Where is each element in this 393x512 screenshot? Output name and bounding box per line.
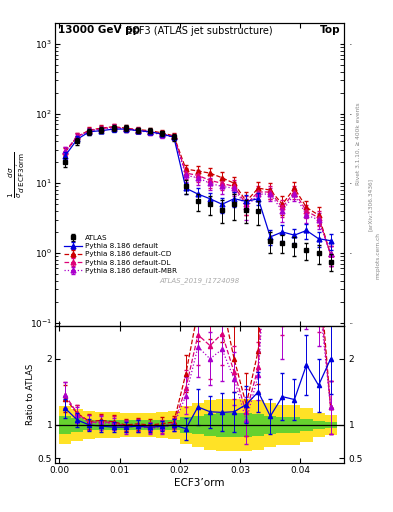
Text: 13000 GeV pp: 13000 GeV pp bbox=[58, 25, 140, 34]
Text: Rivet 3.1.10, ≥ 400k events: Rivet 3.1.10, ≥ 400k events bbox=[356, 102, 361, 185]
Y-axis label: Ratio to ATLAS: Ratio to ATLAS bbox=[26, 364, 35, 425]
X-axis label: ECF3’orm: ECF3’orm bbox=[174, 478, 225, 488]
Text: Top: Top bbox=[320, 25, 341, 34]
Text: mcplots.cern.ch: mcplots.cern.ch bbox=[375, 232, 380, 280]
Legend: ATLAS, Pythia 8.186 default, Pythia 8.186 default-CD, Pythia 8.186 default-DL, P: ATLAS, Pythia 8.186 default, Pythia 8.18… bbox=[62, 232, 180, 277]
Y-axis label: $\frac{1}{\sigma}\frac{d\sigma}{d\,\mathrm{ECF3\'orm}}$: $\frac{1}{\sigma}\frac{d\sigma}{d\,\math… bbox=[7, 151, 27, 198]
Text: ATLAS_2019_I1724098: ATLAS_2019_I1724098 bbox=[159, 277, 240, 284]
Text: [arXiv:1306.3436]: [arXiv:1306.3436] bbox=[367, 178, 373, 231]
Text: ECF3 (ATLAS jet substructure): ECF3 (ATLAS jet substructure) bbox=[126, 26, 273, 36]
